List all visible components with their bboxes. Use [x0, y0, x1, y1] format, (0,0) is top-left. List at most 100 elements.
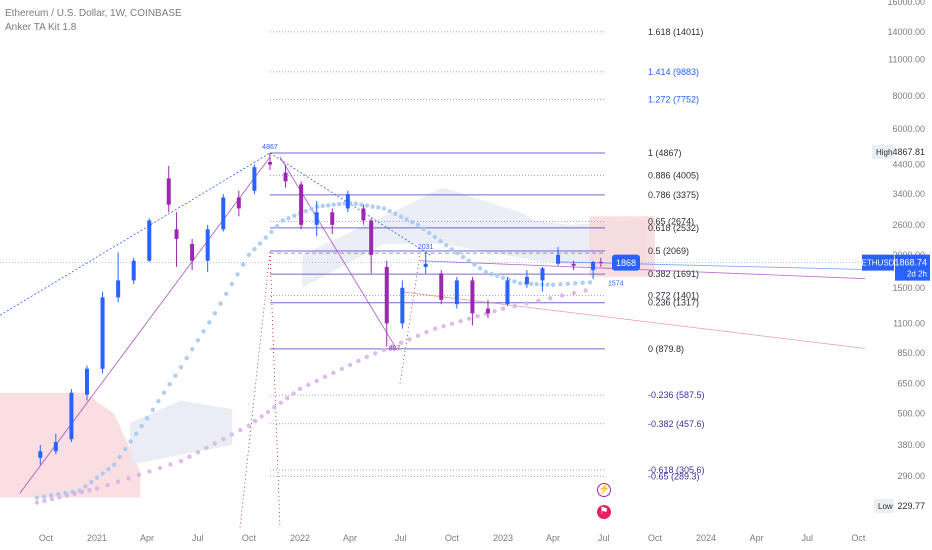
long-ma-dot — [322, 374, 328, 380]
long-ma-dot — [168, 462, 173, 467]
ichimoku-cloud-2021 — [129, 400, 233, 465]
baseline-dot — [49, 493, 54, 498]
lightning-icon[interactable]: ⚡ — [597, 483, 611, 497]
baseline-dot — [195, 338, 201, 343]
long-ma-dot — [34, 500, 40, 505]
candle-body — [69, 392, 74, 440]
baseline-dot — [370, 204, 375, 209]
price-axis-tick: 500.00 — [897, 409, 925, 419]
baseline-dot — [173, 373, 178, 378]
long-ma-dot — [204, 445, 209, 451]
long-ma-dot — [381, 347, 387, 353]
flag-icon[interactable]: ⚑ — [597, 505, 611, 519]
baseline-dot — [274, 224, 280, 229]
baseline-dot — [387, 208, 392, 214]
candle-body — [571, 263, 576, 266]
baseline-dot — [263, 235, 268, 240]
price-tag-left-bg — [612, 254, 640, 271]
long-ma-dot — [178, 459, 184, 464]
baseline-dot — [432, 234, 438, 240]
long-ma-dot — [415, 333, 421, 338]
baseline-dot — [94, 475, 100, 480]
long-ma-dot — [147, 469, 152, 474]
symbol-title: Ethereum / U.S. Dollar, 1W, COINBASE — [5, 8, 182, 19]
baseline-dot — [393, 211, 398, 217]
baseline-dot — [460, 254, 466, 260]
candle-body — [267, 161, 272, 165]
candle-body — [190, 243, 195, 261]
low-value: 229.77 — [897, 501, 925, 511]
baseline-dot — [212, 311, 218, 316]
long-ma-dot — [466, 316, 472, 321]
last-price-tag-bg — [895, 254, 930, 281]
candle-body — [423, 263, 428, 267]
baseline-dot — [156, 399, 161, 404]
baseline-dot — [167, 382, 172, 387]
baseline-dot — [443, 242, 449, 248]
price-axis-tick: 4400.00 — [892, 160, 925, 170]
long-ma-dot — [424, 329, 429, 335]
fib-level-label: 0.65 (2674) — [648, 217, 694, 227]
baseline-dot — [404, 217, 409, 222]
candle-body — [345, 194, 350, 209]
baseline-dot — [325, 203, 331, 208]
candle-body — [100, 297, 105, 369]
baseline-dot — [269, 229, 274, 235]
baseline-dot — [83, 484, 88, 489]
price-axis-tick: 850.00 — [897, 348, 925, 358]
long-ma-dot — [42, 498, 47, 503]
price-axis-tick: 380.00 — [897, 440, 925, 450]
long-ma-dot — [246, 423, 252, 428]
time-axis-tick: Oct — [39, 533, 54, 543]
long-ma-dot — [221, 436, 226, 442]
baseline-dot — [34, 495, 40, 500]
long-ma-dot — [87, 488, 92, 493]
baseline-dot — [495, 273, 500, 279]
price-axis-tick: 3400.00 — [892, 189, 925, 199]
candle-body — [540, 268, 545, 281]
baseline-dot — [100, 471, 105, 476]
time-axis-tick: Oct — [242, 533, 257, 543]
long-ma-dot — [407, 337, 412, 342]
baseline-dot — [376, 205, 381, 210]
baseline-dot — [218, 301, 223, 306]
fib-level-label: 0 (879.8) — [648, 344, 684, 354]
time-axis-tick: 2021 — [87, 533, 107, 543]
baseline-dot — [190, 347, 195, 352]
time-axis-tick: Apr — [140, 533, 154, 543]
time-axis-tick: 2022 — [290, 533, 310, 543]
long-ma-dot — [390, 344, 395, 349]
candle-body — [166, 178, 171, 205]
long-ma-dot — [57, 495, 62, 500]
long-ma-dot — [285, 395, 290, 401]
fib-level-label: 0.5 (2069) — [648, 246, 689, 256]
time-axis-tick: Apr — [750, 533, 764, 543]
long-ma-dot — [559, 293, 565, 298]
time-axis-tick: Oct — [648, 533, 663, 543]
baseline-dot — [41, 494, 47, 499]
swing-label: 2031 — [418, 244, 434, 251]
baseline-dot — [207, 320, 212, 325]
long-ma-dot — [536, 298, 541, 304]
time-axis-tick: Jul — [395, 533, 407, 543]
candle-body — [454, 280, 459, 305]
baseline-dot — [421, 226, 426, 232]
baseline-dot — [449, 247, 455, 252]
baseline-dot — [466, 258, 471, 263]
baseline-dot — [229, 281, 235, 287]
candle-body — [53, 442, 58, 452]
candle-body — [470, 280, 475, 314]
baseline-dot — [320, 203, 325, 209]
long-ma-dot — [94, 486, 100, 491]
baseline-dot — [477, 266, 483, 271]
baseline-dot — [342, 201, 347, 206]
long-ma-dot — [265, 409, 271, 415]
long-ma-dot — [126, 476, 131, 481]
fib-time-line-1 — [239, 251, 271, 529]
fib-level-label: 1.618 (14011) — [648, 27, 703, 37]
candle-body — [591, 261, 596, 271]
long-ma-dot — [238, 427, 243, 433]
symbol-tag-bg — [862, 254, 894, 271]
baseline-dot — [144, 416, 150, 421]
